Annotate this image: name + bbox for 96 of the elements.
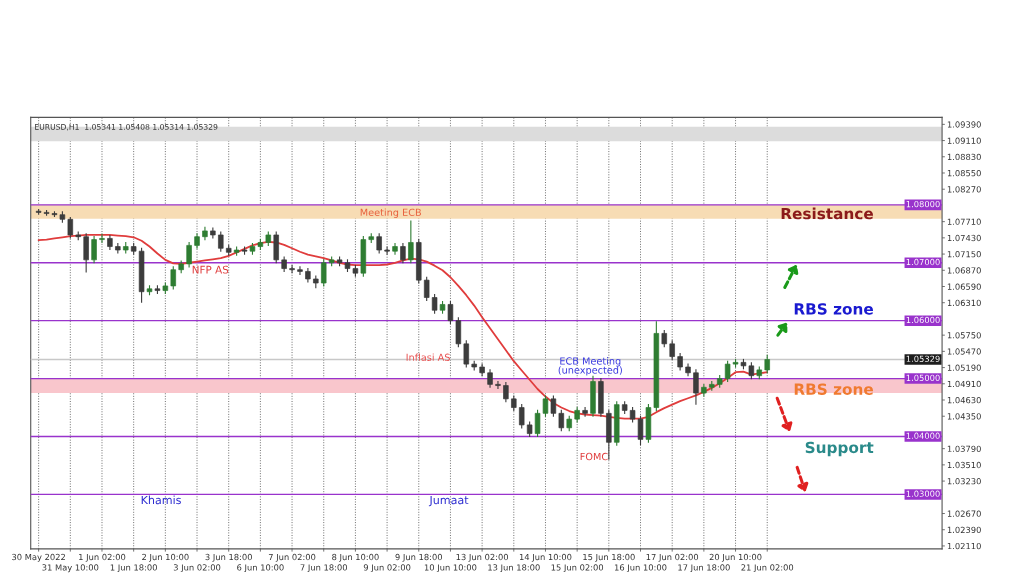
- y-tick-label: 1.08830: [947, 153, 981, 161]
- candlestick: [724, 360, 731, 383]
- annotation: ECB Meeting (unexpected): [558, 357, 622, 376]
- x-tick-label: 13 Jun 02:00: [456, 553, 509, 562]
- candlestick: [218, 230, 224, 253]
- candlestick: [550, 394, 557, 418]
- x-tick-label: 13 Jun 18:00: [488, 564, 540, 573]
- candlestick: [384, 245, 390, 256]
- candlestick: [392, 242, 398, 256]
- x-tick-label: 21 Jun 02:00: [741, 564, 794, 573]
- x-tick-label: 3 Jun 02:00: [173, 564, 221, 573]
- candlestick: [455, 316, 462, 348]
- y-tick-label: 1.08550: [947, 169, 981, 177]
- y-tick-label: 1.09110: [947, 137, 981, 144]
- x-tick-label: 6 Jun 10:00: [237, 564, 284, 573]
- candlestick: [186, 241, 192, 268]
- y-tick-label: 1.04350: [947, 413, 981, 420]
- x-tick-label: 14 Jun 10:00: [519, 553, 572, 562]
- y-tick-label: 1.06310: [947, 299, 981, 306]
- y-tick-label: 1.03510: [947, 461, 981, 469]
- candlestick: [423, 276, 430, 302]
- y-tick-label: 1.04630: [947, 396, 981, 404]
- candlestick: [463, 339, 470, 369]
- annotation: Khamis: [141, 495, 181, 505]
- y-tick-label: 1.06870: [947, 267, 981, 274]
- x-tick-label: 3 Jun 18:00: [205, 553, 252, 562]
- y-tick-label: 1.07150: [947, 251, 981, 258]
- y-tick-label: 1.08270: [947, 186, 981, 193]
- x-tick-label: 17 Jun 18:00: [678, 564, 730, 573]
- candlestick: [518, 403, 525, 429]
- x-tick-label: 10 Jun 10:00: [424, 564, 477, 573]
- candlestick: [99, 233, 105, 244]
- candlestick: [447, 300, 454, 325]
- x-tick-label: 16 Jun 10:00: [614, 564, 667, 573]
- x-tick-label: 8 Jun 10:00: [332, 553, 379, 562]
- candlestick: [376, 232, 382, 255]
- y-tick-label: 1.06590: [947, 283, 981, 290]
- x-tick-label: 15 Jun 18:00: [583, 553, 635, 562]
- ref-line-label: 1.05000: [906, 374, 940, 381]
- candlestick: [693, 368, 699, 406]
- x-tick-label: 7 Jun 18:00: [300, 564, 347, 573]
- annotation: FOMC: [580, 452, 608, 461]
- y-tick-label: 1.03230: [947, 478, 981, 485]
- candlestick: [495, 380, 501, 390]
- text: Resistance: [781, 207, 873, 220]
- annotation: Inflasi AS: [406, 353, 450, 361]
- candlestick: [170, 265, 176, 290]
- y-tick-label: 1.02670: [947, 510, 981, 517]
- candlestick: [764, 354, 770, 374]
- x-tick-label: 30 May 2022: [12, 553, 65, 562]
- x-tick-label: 15 Jun 02:00: [551, 564, 604, 573]
- x-tick-label: 9 Jun 02:00: [363, 564, 411, 573]
- ref-line-label: 1.05329: [906, 355, 940, 362]
- y-tick-label: 1.09390: [947, 121, 981, 128]
- y-tick-label: 1.05470: [947, 348, 981, 355]
- text: RBS zone: [794, 383, 873, 395]
- candlestick: [558, 409, 565, 432]
- x-tick-label: 31 May 10:00: [42, 564, 99, 573]
- y-tick-label: 1.03790: [947, 445, 981, 452]
- y-tick-label: 1.07710: [947, 218, 981, 225]
- y-tick-label: 1.05190: [947, 364, 981, 371]
- candlestick: [321, 258, 327, 288]
- ref-line-label: 1.08000: [906, 200, 940, 208]
- candlestick: [582, 406, 588, 418]
- text: Support: [805, 441, 874, 457]
- annotation: Meeting ECB: [360, 208, 421, 218]
- ref-line-label: 1.06000: [906, 316, 940, 324]
- candlestick: [503, 381, 509, 403]
- candlestick: [289, 264, 295, 274]
- x-tick-label: 2 Jun 10:00: [142, 553, 189, 562]
- ref-line-label: 1.07000: [906, 258, 940, 266]
- candlestick: [297, 265, 303, 276]
- x-tick-label: 9 Jun 18:00: [395, 553, 443, 562]
- y-tick-label: 1.05750: [947, 332, 981, 339]
- candlestick: [83, 232, 89, 274]
- x-tick-label: 1 Jun 18:00: [110, 564, 157, 573]
- candlestick: [431, 293, 438, 315]
- candlestick: [400, 242, 406, 264]
- candlestick: [91, 235, 97, 264]
- candlestick: [487, 368, 493, 389]
- ref-line-label: 1.04000: [906, 432, 940, 439]
- y-tick-label: 1.02110: [947, 542, 981, 550]
- y-tick-label: 1.07430: [947, 234, 981, 242]
- candlestick: [67, 216, 74, 239]
- x-tick-label: 1 Jun 02:00: [79, 553, 126, 562]
- candlestick: [669, 339, 675, 361]
- ref-line-label: 1.03000: [906, 490, 940, 497]
- annotation: NFP AS: [192, 265, 229, 274]
- x-tick-label: 17 Jun 02:00: [646, 553, 699, 562]
- text: RBS zone: [794, 303, 873, 315]
- x-tick-label: 7 Jun 02:00: [268, 553, 316, 562]
- x-tick-label: 20 Jun 10:00: [709, 553, 762, 562]
- annotation: Jumaat: [428, 495, 469, 507]
- y-tick-label: 1.02390: [947, 526, 981, 534]
- y-tick-label: 1.04910: [947, 380, 981, 388]
- candlestick: [408, 219, 414, 264]
